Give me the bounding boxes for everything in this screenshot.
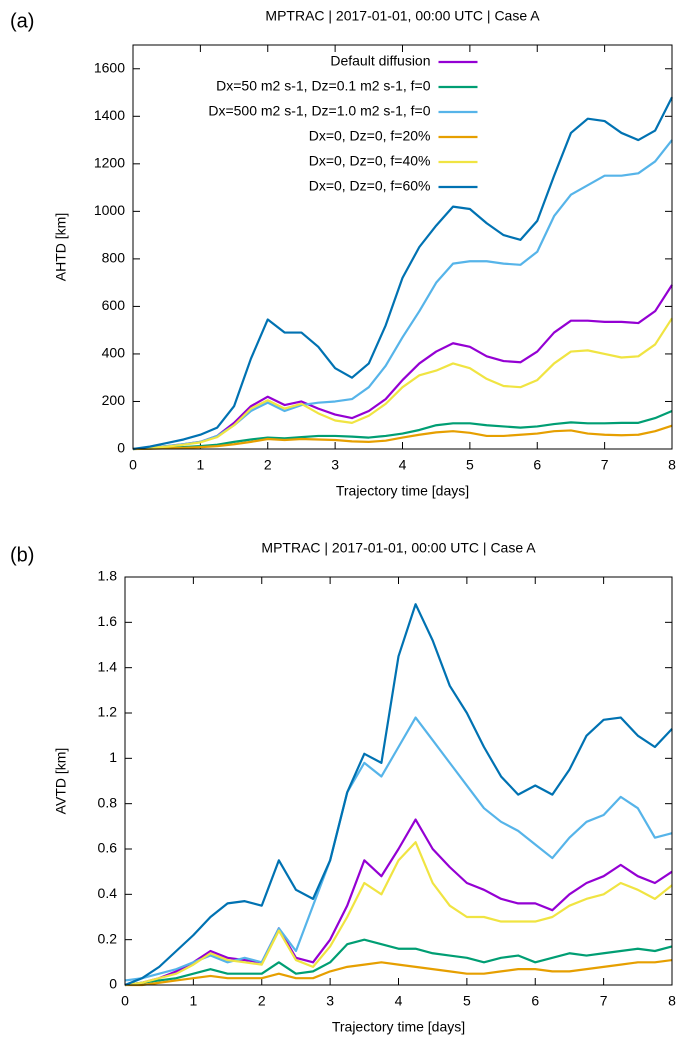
series-line — [125, 958, 673, 987]
x-tick-label: 7 — [600, 993, 608, 1009]
x-tick-label: 2 — [264, 457, 272, 473]
y-tick-label: 200 — [102, 392, 126, 408]
y-tick-label: 0.2 — [98, 930, 118, 946]
x-axis-label: Trajectory time [days] — [336, 483, 469, 499]
legend-label: Dx=0, Dz=0, f=20% — [309, 128, 431, 144]
y-tick-label: 1400 — [94, 107, 125, 123]
series-line — [124, 603, 673, 987]
x-tick-label: 3 — [331, 457, 339, 473]
series-line — [132, 409, 673, 451]
panel-label: (b) — [10, 544, 34, 566]
y-tick-label: 1600 — [94, 59, 125, 75]
legend-label: Dx=0, Dz=0, f=40% — [309, 153, 431, 169]
series-line — [124, 938, 673, 987]
legend-label: Dx=50 m2 s-1, Dz=0.1 m2 s-1, f=0 — [216, 78, 431, 94]
y-tick-label: 1 — [109, 749, 117, 765]
x-tick-label: 1 — [196, 457, 204, 473]
y-axis-label: AVTD [km] — [53, 748, 69, 815]
x-tick-label: 5 — [463, 993, 471, 1009]
chart-title: MPTRAC | 2017-01-01, 00:00 UTC | Case A — [265, 8, 540, 24]
x-tick-label: 3 — [326, 993, 334, 1009]
x-tick-label: 8 — [668, 993, 676, 1009]
x-tick-label: 6 — [531, 993, 539, 1009]
x-axis-label: Trajectory time [days] — [332, 1019, 465, 1035]
y-tick-label: 1200 — [94, 155, 125, 171]
x-tick-label: 6 — [533, 457, 541, 473]
chart-title: MPTRAC | 2017-01-01, 00:00 UTC | Case A — [261, 540, 536, 556]
y-axis-label: AHTD [km] — [53, 213, 69, 281]
x-tick-label: 5 — [466, 457, 474, 473]
x-tick-label: 1 — [189, 993, 197, 1009]
x-tick-label: 4 — [399, 457, 407, 473]
series-line — [132, 96, 673, 451]
x-tick-label: 7 — [601, 457, 609, 473]
y-tick-label: 1000 — [94, 202, 125, 218]
y-tick-label: 600 — [102, 297, 126, 313]
y-tick-label: 0.4 — [98, 885, 118, 901]
legend-label: Dx=0, Dz=0, f=60% — [309, 178, 431, 194]
y-tick-label: 1.8 — [98, 568, 118, 584]
y-tick-label: 0 — [109, 976, 117, 992]
y-tick-label: 0.6 — [98, 840, 118, 856]
series-line — [124, 818, 673, 987]
series-line — [124, 841, 673, 987]
plot-frame — [132, 44, 673, 450]
y-tick-label: 400 — [102, 345, 126, 361]
y-tick-label: 0 — [117, 440, 125, 456]
series-line — [132, 424, 673, 451]
legend-label: Dx=500 m2 s-1, Dz=1.0 m2 s-1, f=0 — [208, 103, 430, 119]
y-tick-label: 800 — [102, 250, 126, 266]
series-line — [132, 317, 673, 451]
series-line — [124, 716, 673, 982]
y-tick-label: 1.6 — [98, 613, 118, 629]
x-tick-label: 4 — [395, 993, 403, 1009]
plot-frame — [124, 576, 673, 986]
x-tick-label: 0 — [121, 993, 129, 1009]
legend-label: Default diffusion — [330, 53, 430, 69]
x-tick-label: 2 — [258, 993, 266, 1009]
y-tick-label: 1.2 — [98, 704, 118, 720]
x-tick-label: 8 — [668, 457, 676, 473]
x-tick-label: 0 — [129, 457, 137, 473]
y-tick-label: 0.8 — [98, 794, 118, 810]
panel-label: (a) — [10, 10, 34, 32]
y-tick-label: 1.4 — [98, 658, 118, 674]
